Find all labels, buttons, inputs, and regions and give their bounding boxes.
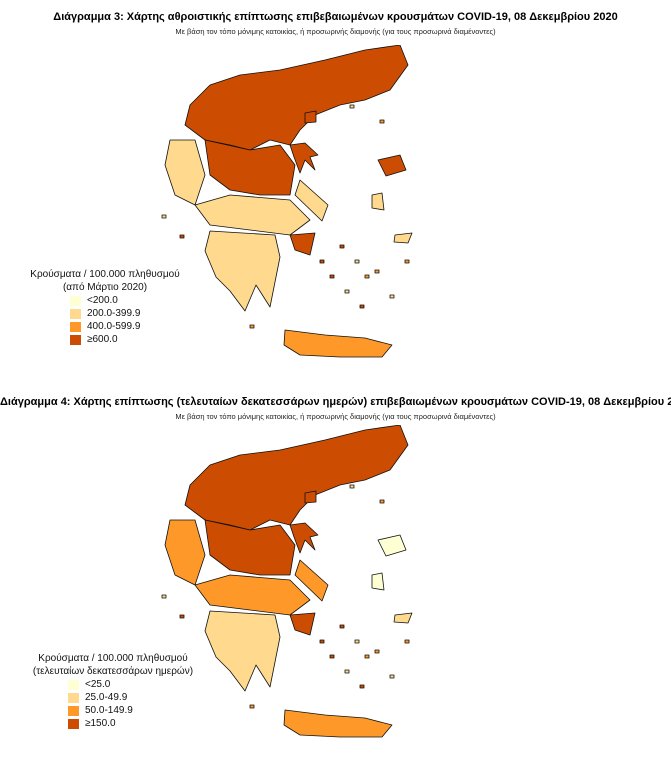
island bbox=[161, 214, 167, 219]
chart3-title: Διάγραμμα 3: Χάρτης αθροιστικής επίπτωση… bbox=[53, 11, 618, 23]
region-chios bbox=[371, 192, 385, 211]
island bbox=[249, 324, 255, 329]
island bbox=[354, 259, 360, 264]
region-attica bbox=[289, 612, 316, 636]
chart3-legend: Κρούσματα / 100.000 πληθυσμού (από Μάρτι… bbox=[10, 268, 200, 346]
legend-swatch bbox=[70, 334, 81, 345]
island bbox=[404, 259, 410, 264]
legend-label: 400.0-599.9 bbox=[87, 321, 141, 332]
legend-label: <25.0 bbox=[85, 679, 111, 690]
island bbox=[249, 704, 255, 709]
legend-label: <200.0 bbox=[87, 295, 118, 306]
island bbox=[329, 654, 335, 659]
island bbox=[161, 594, 167, 599]
legend-item: ≥150.0 bbox=[68, 717, 218, 730]
legend-label: 25.0-49.9 bbox=[85, 692, 128, 703]
region-crete bbox=[283, 329, 393, 358]
legend-item: 200.0-399.9 bbox=[70, 307, 200, 320]
island bbox=[349, 104, 355, 109]
legend-subtitle: (από Μάρτιο 2020) bbox=[62, 282, 148, 293]
region-epirus bbox=[164, 139, 206, 206]
island bbox=[379, 119, 385, 124]
legend-item: 50.0-149.9 bbox=[68, 704, 218, 717]
island bbox=[374, 269, 380, 274]
legend-item: 25.0-49.9 bbox=[68, 691, 218, 704]
region-central bbox=[194, 194, 311, 236]
legend-title: Κρούσματα / 100.000 πληθυσμού bbox=[38, 653, 188, 664]
region-euboea bbox=[294, 179, 329, 222]
legend-swatch bbox=[70, 321, 81, 332]
legend-swatch bbox=[68, 718, 79, 729]
island bbox=[344, 289, 350, 294]
region-north bbox=[184, 425, 409, 531]
legend-swatch bbox=[70, 308, 81, 319]
chart4-map bbox=[161, 425, 413, 738]
legend-title: Κρούσματα / 100.000 πληθυσμού bbox=[30, 269, 180, 280]
island bbox=[404, 639, 410, 644]
island bbox=[319, 259, 325, 264]
island bbox=[389, 294, 395, 299]
region-thasos bbox=[304, 490, 317, 504]
region-chalkidiki bbox=[289, 522, 319, 554]
legend-label: ≥150.0 bbox=[85, 718, 116, 729]
island bbox=[179, 614, 185, 619]
island bbox=[319, 639, 325, 644]
island bbox=[349, 484, 355, 489]
chart3-map bbox=[161, 45, 413, 358]
region-lesvos bbox=[377, 534, 407, 557]
island bbox=[359, 304, 365, 309]
island bbox=[339, 624, 345, 629]
island bbox=[179, 234, 185, 239]
legend-swatch bbox=[70, 295, 81, 306]
region-samos bbox=[393, 612, 413, 624]
legend-swatch bbox=[68, 679, 79, 690]
island bbox=[389, 674, 395, 679]
region-thessaly bbox=[204, 519, 296, 576]
region-attica bbox=[289, 232, 316, 256]
island bbox=[339, 244, 345, 249]
region-peloponnese bbox=[204, 610, 281, 692]
legend-item: <200.0 bbox=[70, 294, 200, 307]
legend-item: <25.0 bbox=[68, 678, 218, 691]
chart4-legend: Κρούσματα / 100.000 πληθυσμού (τελευταίω… bbox=[8, 652, 218, 730]
region-crete bbox=[283, 709, 393, 738]
island bbox=[364, 274, 370, 279]
legend-label: 50.0-149.9 bbox=[85, 705, 133, 716]
legend-item: ≥600.0 bbox=[70, 333, 200, 346]
region-chios bbox=[371, 572, 385, 591]
region-peloponnese bbox=[204, 230, 281, 312]
region-samos bbox=[393, 232, 413, 244]
region-central bbox=[194, 574, 311, 616]
region-epirus bbox=[164, 519, 206, 586]
island bbox=[379, 499, 385, 504]
island bbox=[354, 639, 360, 644]
legend-subtitle: (τελευταίων δεκατεσσάρων ημερών) bbox=[32, 666, 194, 677]
legend-label: 200.0-399.9 bbox=[87, 308, 141, 319]
legend-swatch bbox=[68, 692, 79, 703]
island bbox=[364, 654, 370, 659]
region-thasos bbox=[304, 110, 317, 124]
chart3-subtitle: Με βάση τον τόπο μόνιμης κατοικίας, ή πρ… bbox=[175, 27, 496, 36]
region-lesvos bbox=[377, 154, 407, 177]
legend-swatch bbox=[68, 705, 79, 716]
chart4-title: Διάγραμμα 4: Χάρτης επίπτωσης (τελευταίω… bbox=[0, 396, 671, 408]
island bbox=[329, 274, 335, 279]
island bbox=[344, 669, 350, 674]
island bbox=[374, 649, 380, 654]
region-thessaly bbox=[204, 139, 296, 196]
island bbox=[359, 684, 365, 689]
region-euboea bbox=[294, 559, 329, 602]
region-chalkidiki bbox=[289, 142, 319, 174]
legend-label: ≥600.0 bbox=[87, 334, 118, 345]
chart4-subtitle: Με βάση τον τόπο μόνιμης κατοικίας, ή πρ… bbox=[175, 412, 496, 421]
legend-item: 400.0-599.9 bbox=[70, 320, 200, 333]
region-north bbox=[184, 45, 409, 151]
